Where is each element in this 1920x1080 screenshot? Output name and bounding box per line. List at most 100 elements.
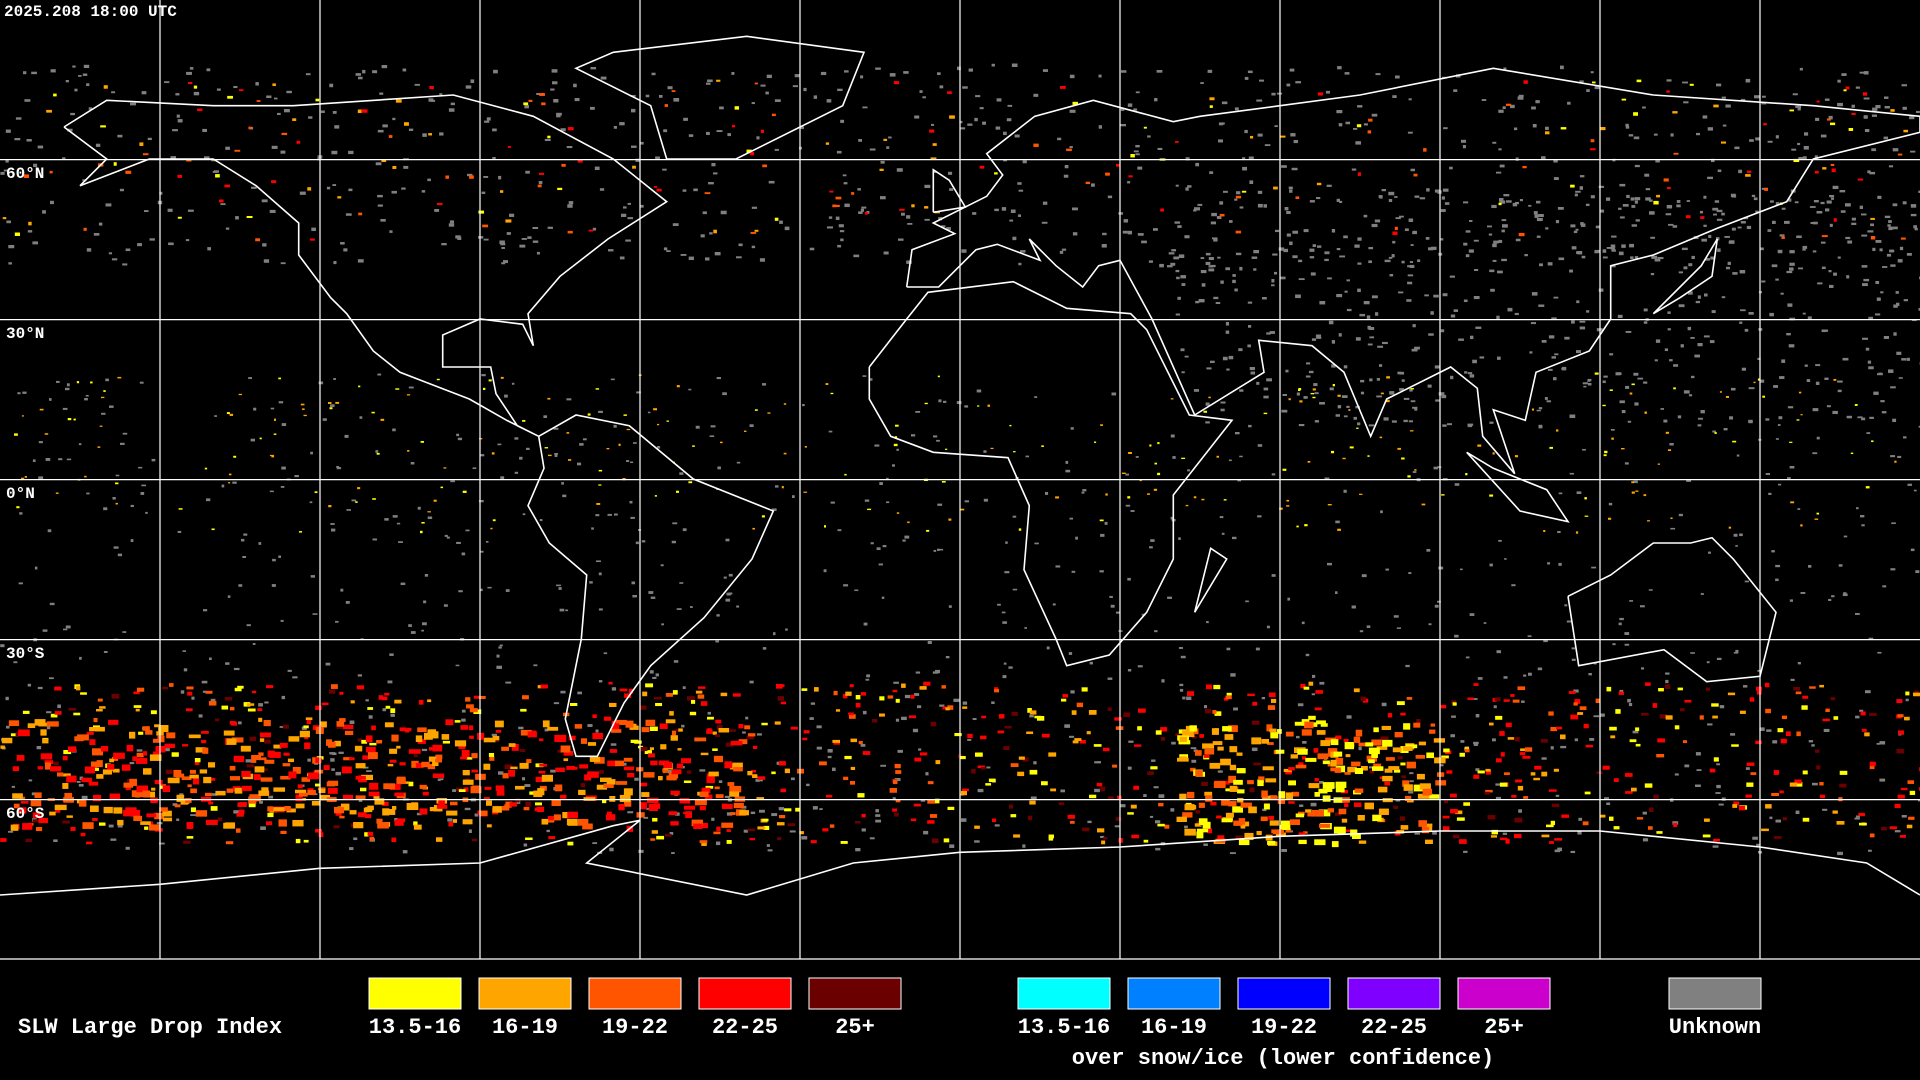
cloud-pixel xyxy=(1871,440,1874,443)
cloud-pixel xyxy=(24,99,31,102)
cloud-pixel xyxy=(860,75,864,79)
cloud-pixel xyxy=(1728,526,1732,529)
cloud-pixel xyxy=(486,800,493,806)
legend-swatch xyxy=(368,977,462,1010)
cloud-pixel xyxy=(1250,371,1256,375)
cloud-pixel xyxy=(495,729,502,733)
cloud-pixel xyxy=(522,695,529,700)
cloud-pixel xyxy=(108,719,119,725)
cloud-pixel xyxy=(1642,838,1649,842)
cloud-pixel xyxy=(366,770,372,773)
cloud-pixel xyxy=(1775,438,1779,440)
cloud-pixel xyxy=(469,708,478,713)
cloud-pixel xyxy=(1217,746,1224,751)
cloud-pixel xyxy=(1001,611,1006,614)
cloud-pixel xyxy=(1829,223,1833,227)
cloud-pixel xyxy=(1176,816,1187,823)
cloud-pixel xyxy=(843,776,849,781)
cloud-pixel xyxy=(1011,711,1018,716)
cloud-pixel xyxy=(757,776,766,780)
cloud-pixel xyxy=(358,799,363,802)
cloud-pixel xyxy=(1897,259,1903,263)
cloud-pixel xyxy=(382,808,390,816)
cloud-pixel xyxy=(367,707,374,710)
cloud-pixel xyxy=(319,794,331,801)
cloud-pixel xyxy=(827,226,833,229)
cloud-pixel xyxy=(177,119,183,123)
cloud-pixel xyxy=(1910,548,1915,552)
cloud-pixel xyxy=(522,420,526,422)
cloud-pixel xyxy=(1522,166,1527,169)
cloud-pixel xyxy=(1198,818,1208,826)
cloud-pixel xyxy=(1713,104,1719,108)
cloud-pixel xyxy=(1809,206,1816,208)
cloud-pixel xyxy=(923,830,929,835)
cloud-pixel xyxy=(1703,224,1707,227)
cloud-pixel xyxy=(109,405,114,408)
cloud-pixel xyxy=(556,112,562,116)
cloud-pixel xyxy=(926,529,930,532)
cloud-pixel xyxy=(1501,219,1507,222)
cloud-pixel xyxy=(1579,706,1587,711)
cloud-pixel xyxy=(1337,528,1341,531)
cloud-pixel xyxy=(1802,245,1808,249)
cloud-pixel xyxy=(636,391,641,394)
cloud-pixel xyxy=(1837,851,1843,856)
cloud-pixel xyxy=(1428,333,1434,336)
cloud-pixel xyxy=(1903,299,1909,302)
cloud-pixel xyxy=(1722,124,1727,127)
cloud-pixel xyxy=(630,516,635,519)
cloud-pixel xyxy=(697,686,706,689)
cloud-pixel xyxy=(1365,742,1374,747)
cloud-pixel xyxy=(1381,702,1387,707)
cloud-pixel xyxy=(507,146,511,148)
cloud-pixel xyxy=(971,768,976,774)
cloud-pixel xyxy=(1873,391,1879,395)
cloud-pixel xyxy=(1464,748,1470,753)
cloud-pixel xyxy=(1704,293,1708,297)
cloud-pixel xyxy=(464,807,471,811)
coastline xyxy=(527,414,775,758)
cloud-pixel xyxy=(1737,226,1742,229)
cloud-pixel xyxy=(166,732,176,739)
cloud-pixel xyxy=(1346,308,1352,312)
cloud-pixel xyxy=(1520,748,1525,752)
cloud-pixel xyxy=(1621,244,1626,248)
cloud-pixel xyxy=(1181,283,1186,286)
cloud-pixel xyxy=(82,822,94,829)
cloud-pixel xyxy=(1191,759,1197,763)
cloud-pixel xyxy=(1326,740,1334,743)
cloud-pixel xyxy=(365,747,376,753)
cloud-pixel xyxy=(326,739,333,746)
cloud-pixel xyxy=(1125,473,1130,476)
cloud-pixel xyxy=(1670,517,1673,520)
cloud-pixel xyxy=(1101,840,1106,845)
cloud-pixel xyxy=(469,725,474,731)
cloud-pixel xyxy=(608,681,613,685)
cloud-pixel xyxy=(1560,745,1567,749)
cloud-pixel xyxy=(1255,647,1260,651)
cloud-pixel xyxy=(844,755,852,760)
cloud-pixel xyxy=(1893,226,1898,230)
cloud-pixel xyxy=(651,72,656,76)
cloud-pixel xyxy=(92,818,98,821)
cloud-pixel xyxy=(286,808,296,813)
cloud-pixel xyxy=(462,770,470,776)
cloud-pixel xyxy=(202,747,209,754)
cloud-pixel xyxy=(377,204,383,207)
cloud-pixel xyxy=(1369,378,1373,382)
cloud-pixel xyxy=(1378,808,1389,815)
cloud-pixel xyxy=(1081,687,1088,692)
cloud-pixel xyxy=(1753,381,1756,384)
cloud-pixel xyxy=(1606,247,1613,249)
cloud-pixel xyxy=(492,735,500,741)
cloud-pixel xyxy=(1655,160,1660,163)
cloud-pixel xyxy=(1837,79,1841,83)
cloud-pixel xyxy=(5,696,9,701)
cloud-pixel xyxy=(747,771,753,776)
cloud-pixel xyxy=(658,776,663,781)
cloud-pixel xyxy=(1863,97,1870,100)
cloud-pixel xyxy=(1761,102,1767,105)
cloud-pixel xyxy=(1765,708,1771,714)
cloud-pixel xyxy=(1180,275,1187,279)
